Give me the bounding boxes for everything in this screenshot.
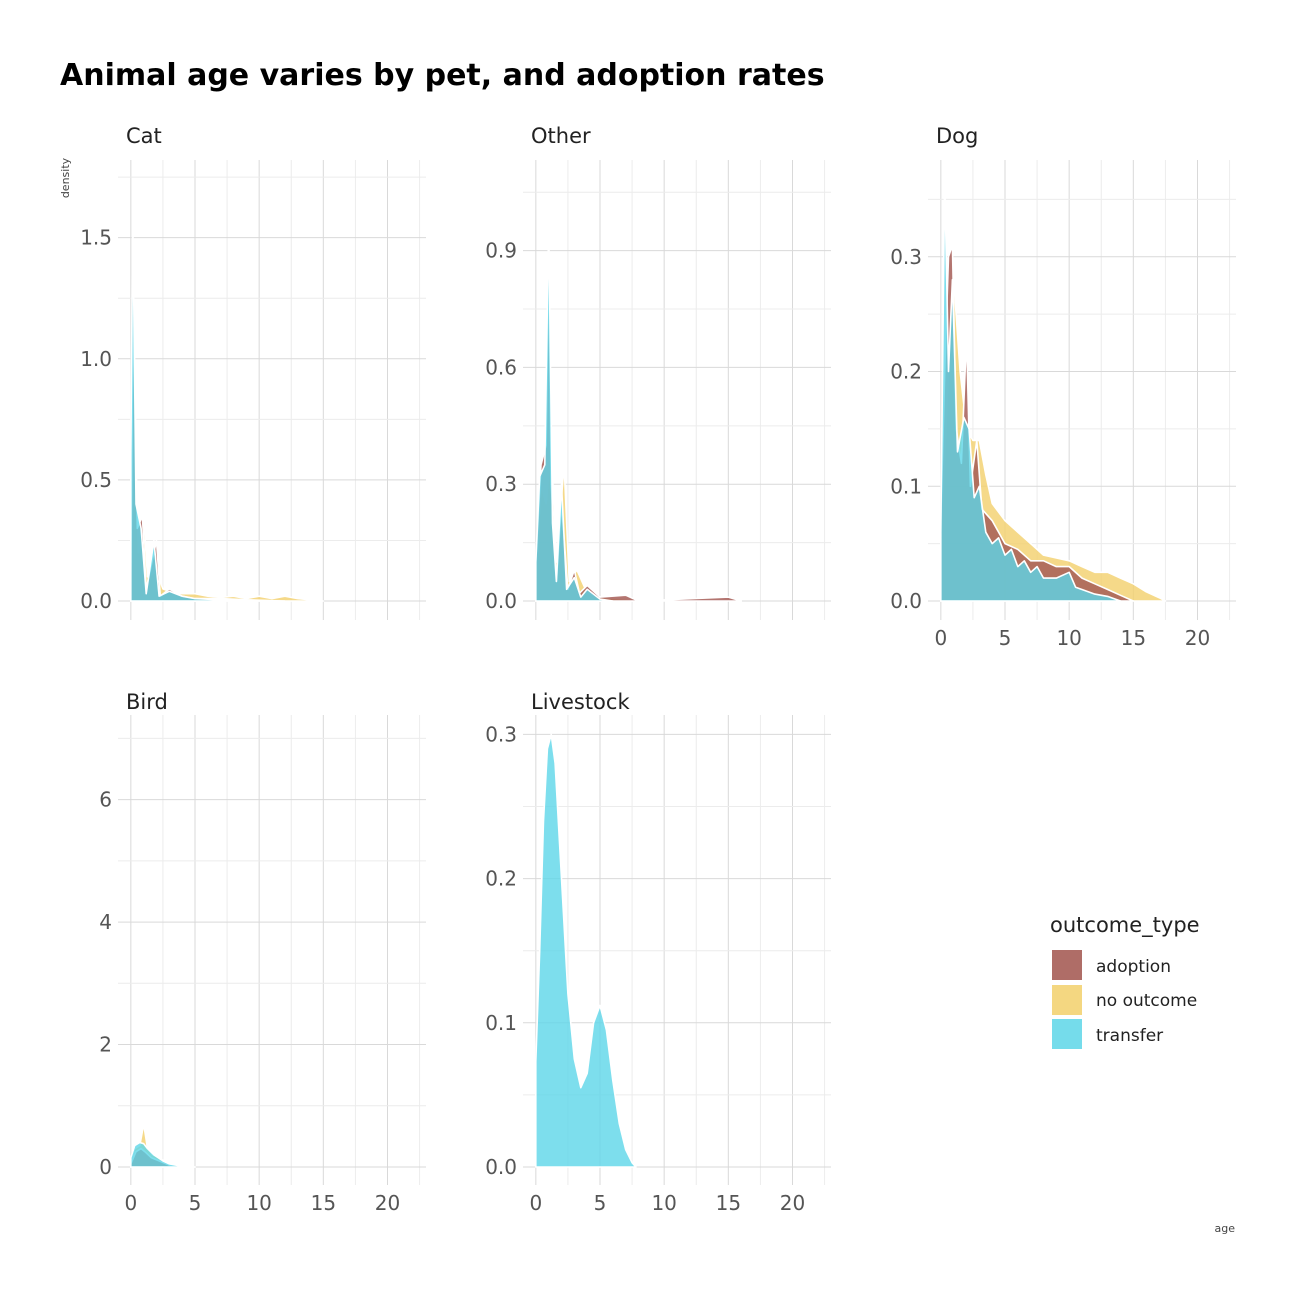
x-tick-label: 10 xyxy=(1056,626,1081,650)
y-tick-label: 1.0 xyxy=(80,347,112,371)
density-area-transfer xyxy=(535,733,637,1168)
facet-dog: Dog 0.0 0.1 0.2 0.3 0 5 10 15 20 xyxy=(890,124,1236,650)
x-tick-label: 15 xyxy=(311,1191,336,1215)
y-tick-label: 0 xyxy=(99,1155,112,1179)
legend-title: outcome_type xyxy=(1050,913,1200,938)
y-tick-label: 0.3 xyxy=(890,245,922,269)
x-tick-label: 20 xyxy=(1185,626,1210,650)
x-tick-label: 10 xyxy=(246,1191,271,1215)
x-tick-label: 5 xyxy=(189,1191,202,1215)
y-tick-label: 2 xyxy=(99,1033,112,1057)
x-tick-label: 20 xyxy=(780,1191,805,1215)
y-tick-label: 0.3 xyxy=(485,472,517,496)
x-tick-label: 20 xyxy=(375,1191,400,1215)
y-tick-label: 0.2 xyxy=(485,867,517,891)
facet-cat: Cat 0.0 0.5 1.0 1.5 xyxy=(80,124,426,620)
legend: outcome_type adoption no outcome transfe… xyxy=(1050,913,1200,1049)
legend-label-adoption: adoption xyxy=(1096,957,1171,977)
facet-strip-livestock: Livestock xyxy=(531,690,630,714)
x-tick-label: 5 xyxy=(594,1191,607,1215)
density-area-transfer xyxy=(535,222,614,602)
density-area-no-outcome xyxy=(940,278,1167,602)
legend-label-transfer: transfer xyxy=(1096,1026,1163,1046)
x-tick-label: 10 xyxy=(651,1191,676,1215)
y-tick-label: 0.0 xyxy=(80,589,112,613)
chart-title: Animal age varies by pet, and adoption r… xyxy=(60,58,825,93)
legend-label-no-outcome: no outcome xyxy=(1096,991,1197,1011)
y-tick-label: 1.5 xyxy=(80,226,112,250)
y-tick-label: 0.1 xyxy=(485,1011,517,1035)
legend-swatch-transfer xyxy=(1052,1019,1082,1049)
y-tick-label: 0.2 xyxy=(890,360,922,384)
facet-strip-bird: Bird xyxy=(126,690,168,714)
x-tick-label: 5 xyxy=(999,626,1012,650)
y-tick-label: 0.6 xyxy=(485,355,517,379)
facet-strip-other: Other xyxy=(531,124,591,148)
facet-strip-dog: Dog xyxy=(936,124,978,148)
x-axis-label: age xyxy=(1215,1222,1236,1235)
facet-panels: Cat 0.0 0.5 1.0 1.5 Other 0.0 0.3 0.6 0.9 Dog 0.0 0.… xyxy=(80,124,1236,1215)
density-area-transfer xyxy=(130,1141,196,1168)
y-tick-label: 0.9 xyxy=(485,239,517,263)
y-tick-label: 0.0 xyxy=(485,1155,517,1179)
x-tick-label: 0 xyxy=(934,626,947,650)
x-tick-label: 0 xyxy=(124,1191,137,1215)
y-tick-label: 0.3 xyxy=(485,722,517,746)
x-tick-label: 15 xyxy=(716,1191,741,1215)
y-tick-label: 6 xyxy=(99,788,112,812)
y-tick-label: 0.0 xyxy=(890,589,922,613)
density-area-transfer xyxy=(130,212,260,602)
y-tick-label: 4 xyxy=(99,910,112,934)
y-tick-label: 0.0 xyxy=(485,589,517,613)
x-tick-label: 0 xyxy=(529,1191,542,1215)
legend-swatch-adoption xyxy=(1052,950,1082,980)
x-tick-label: 15 xyxy=(1121,626,1146,650)
legend-swatch-no-outcome xyxy=(1052,985,1082,1015)
facet-bird: Bird 0 2 4 6 0 5 10 15 20 xyxy=(99,690,426,1215)
facet-livestock: Livestock 0.0 0.1 0.2 0.3 0 5 10 15 20 xyxy=(485,690,831,1215)
y-tick-label: 0.1 xyxy=(890,474,922,498)
facet-strip-cat: Cat xyxy=(126,124,162,148)
facet-other: Other 0.0 0.3 0.6 0.9 xyxy=(485,124,831,620)
y-axis-label: density xyxy=(59,157,72,198)
density-area-transfer xyxy=(940,175,1122,602)
y-tick-label: 0.5 xyxy=(80,468,112,492)
